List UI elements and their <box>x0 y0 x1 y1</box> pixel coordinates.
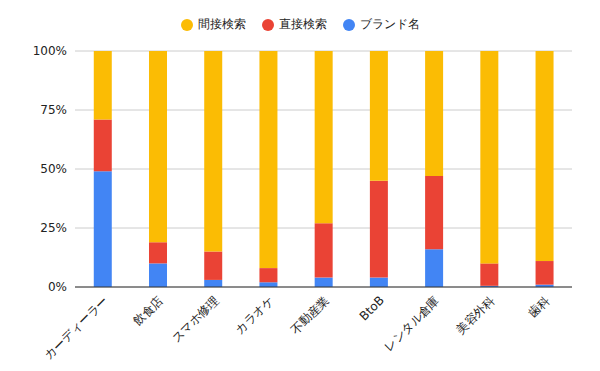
html-text:ブランド名: ブランド名 <box>359 17 420 31</box>
svg-text:レンタル倉庫: レンタル倉庫 <box>381 293 442 354</box>
svg-text:BtoB: BtoB <box>357 293 387 323</box>
svg-text:75%: 75% <box>40 103 67 117</box>
svg-text:50%: 50% <box>40 162 67 176</box>
svg-text:歯科: 歯科 <box>526 293 553 320</box>
svg-text:100%: 100% <box>33 44 67 58</box>
svg-text:25%: 25% <box>40 221 67 235</box>
html-text:直接検索: 直接検索 <box>278 17 327 31</box>
svg-text:カーディーラー: カーディーラー <box>41 293 110 362</box>
svg-text:不動産業: 不動産業 <box>288 293 332 337</box>
svg-text:カラオケ: カラオケ <box>233 293 277 337</box>
svg-text:美容外科: 美容外科 <box>453 293 497 337</box>
svg-text:スマホ修理: スマホ修理 <box>169 293 221 345</box>
svg-text:0%: 0% <box>48 280 67 294</box>
svg-text:飲食店: 飲食店 <box>131 293 166 328</box>
html-text:間接検索: 間接検索 <box>197 17 246 31</box>
